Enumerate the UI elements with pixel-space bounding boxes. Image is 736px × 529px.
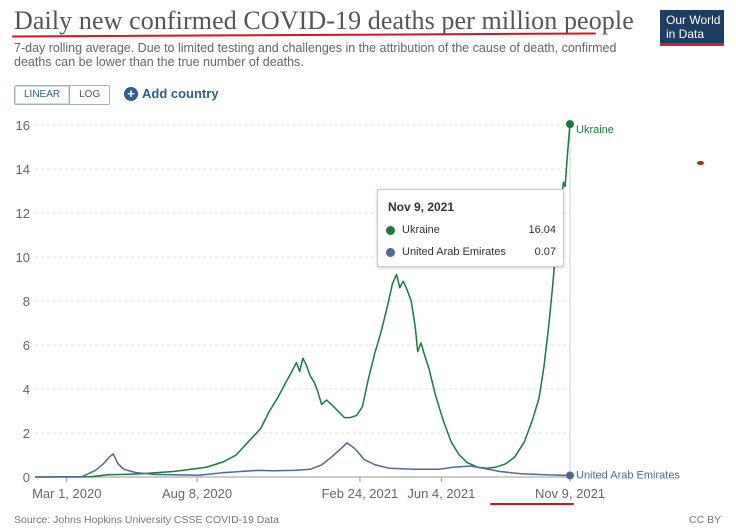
y-tick-label: 2 [23, 426, 30, 441]
tooltip-date: Nov 9, 2021 [388, 200, 455, 214]
series-end-labels: Ukraine United Arab Emirates [576, 124, 680, 481]
add-country-button[interactable]: + Add country [124, 86, 219, 101]
series-end-point[interactable] [566, 120, 574, 129]
y-tick-label: 14 [16, 162, 30, 177]
source-note[interactable]: Source: Johns Hopkins University CSSE CO… [14, 514, 279, 526]
red-annotation-mark [697, 161, 704, 165]
tooltip-series-value: 0.07 [534, 246, 556, 258]
series-end-label[interactable]: Ukraine [576, 124, 614, 136]
series-line[interactable] [35, 124, 571, 478]
y-tick-label: 12 [16, 206, 30, 221]
chart-title: Daily new confirmed COVID-19 deaths per … [14, 6, 634, 35]
x-axis-ticks: Mar 1, 2020 Aug 8, 2020 Feb 24, 2021 Jun 4,… [32, 477, 605, 501]
x-tick-label: Aug 8, 2020 [162, 486, 232, 501]
x-tick-label: Jun 4, 2021 [407, 486, 475, 501]
y-tick-label: 10 [16, 250, 30, 265]
license-label[interactable]: CC BY [689, 514, 722, 526]
x-tick-label: Mar 1, 2020 [32, 486, 101, 501]
linear-scale-button[interactable]: LINEAR [15, 86, 71, 104]
tooltip-row-uae: United Arab Emirates 0.07 [386, 246, 556, 260]
y-tick-label: 4 [23, 382, 30, 397]
y-tick-label: 6 [23, 338, 30, 353]
series-end-label[interactable]: United Arab Emirates [576, 469, 680, 481]
series-end-point[interactable] [566, 471, 574, 480]
logo-line-2: in Data [666, 27, 705, 41]
grid-lines [35, 124, 570, 478]
series-lines [34, 120, 574, 480]
log-scale-button[interactable]: LOG [79, 89, 101, 100]
owid-logo[interactable]: Our World in Data [660, 10, 724, 46]
tooltip-row-ukraine: Ukraine 16.04 [386, 224, 556, 238]
hover-tooltip: Nov 9, 2021 Ukraine 16.04 United Arab Em… [377, 189, 564, 267]
series-color-dot [386, 248, 395, 257]
scale-toggle: LINEAR LOG [14, 85, 111, 105]
y-axis-ticks: 0 2 4 6 8 10 12 14 16 [16, 118, 30, 485]
x-tick-label: Nov 9, 2021 [535, 486, 605, 501]
series-color-dot [386, 226, 395, 235]
x-tick-label: Feb 24, 2021 [322, 486, 399, 501]
y-tick-label: 16 [16, 118, 30, 133]
red-annotation-underline [490, 503, 574, 505]
chart-subtitle: 7-day rolling average. Due to limited te… [14, 41, 617, 69]
logo-line-1: Our World [666, 13, 721, 27]
line-chart[interactable]: 0 2 4 6 8 10 12 14 16 Mar 1, 2020 Aug 8, 2020 Feb … [0, 0, 736, 510]
y-tick-label: 0 [23, 470, 30, 485]
plus-circle-icon: + [124, 86, 138, 101]
series-line[interactable] [34, 442, 571, 478]
add-country-label: Add country [142, 86, 219, 101]
tooltip-series-name: Ukraine [402, 224, 440, 236]
tooltip-series-name: United Arab Emirates [402, 246, 506, 258]
tooltip-series-value: 16.04 [528, 224, 556, 236]
y-tick-label: 8 [23, 294, 30, 309]
